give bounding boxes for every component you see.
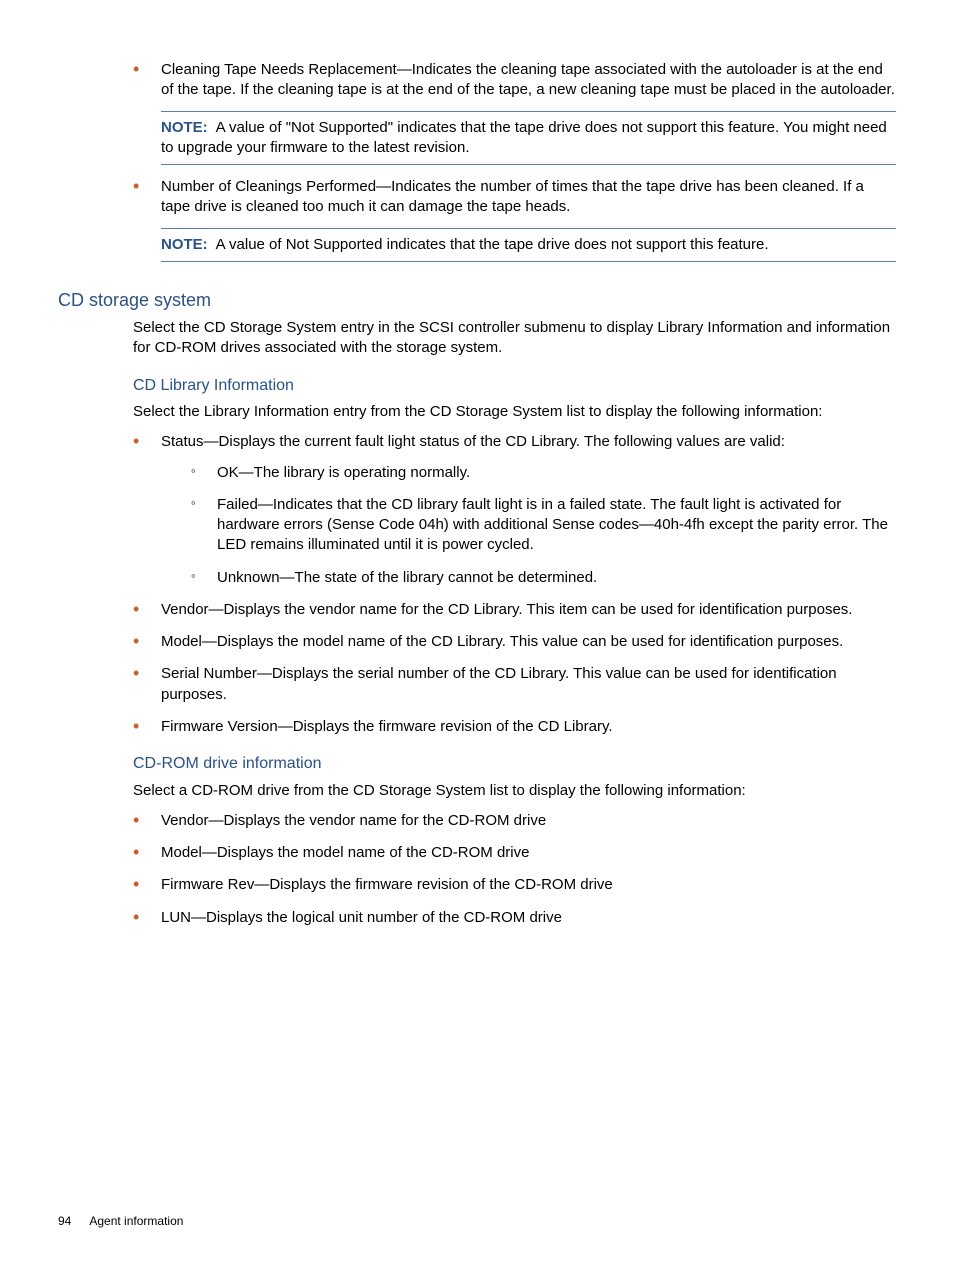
- note-label: NOTE:: [161, 119, 208, 136]
- page-content: Cleaning Tape Needs Replacement—Indicate…: [0, 0, 954, 928]
- footer-section: Agent information: [89, 1214, 183, 1228]
- list-item: Firmware Rev—Displays the firmware revis…: [133, 875, 896, 895]
- status-sub-list: OK—The library is operating normally. Fa…: [191, 463, 896, 588]
- list-item: Model—Displays the model name of the CD-…: [133, 843, 896, 863]
- note-box: NOTE: A value of Not Supported indicates …: [161, 228, 896, 262]
- cdrom-bullet-list: Vendor—Displays the vendor name for the …: [133, 811, 896, 928]
- heading-cd-storage: CD storage system: [58, 288, 896, 312]
- sub-text: Unknown—The state of the library cannot …: [217, 569, 597, 586]
- sub-text: OK—The library is operating normally.: [217, 464, 470, 481]
- note-label: NOTE:: [161, 236, 208, 253]
- bullet-text: Firmware Version—Displays the firmware r…: [161, 718, 613, 735]
- list-item: Firmware Version—Displays the firmware r…: [133, 717, 896, 737]
- cd-library-intro: Select the Library Information entry fro…: [133, 402, 896, 422]
- bullet-text: Model—Displays the model name of the CD …: [161, 633, 843, 650]
- top-bullet-list: Cleaning Tape Needs Replacement—Indicate…: [133, 60, 896, 262]
- sub-list-item: OK—The library is operating normally.: [191, 463, 896, 483]
- list-item: Model—Displays the model name of the CD …: [133, 632, 896, 652]
- sub-text: Failed—Indicates that the CD library fau…: [217, 496, 888, 554]
- list-item: Serial Number—Displays the serial number…: [133, 664, 896, 705]
- bullet-text: LUN—Displays the logical unit number of …: [161, 909, 562, 926]
- note-text: A value of Not Supported indicates that …: [216, 236, 769, 253]
- cd-storage-intro: Select the CD Storage System entry in th…: [133, 318, 896, 359]
- heading-cdrom: CD-ROM drive information: [133, 753, 896, 775]
- sub-list-item: Failed—Indicates that the CD library fau…: [191, 495, 896, 556]
- cdrom-intro: Select a CD-ROM drive from the CD Storag…: [133, 781, 896, 801]
- list-item: LUN—Displays the logical unit number of …: [133, 908, 896, 928]
- list-item: Vendor—Displays the vendor name for the …: [133, 600, 896, 620]
- sub-list-item: Unknown—The state of the library cannot …: [191, 568, 896, 588]
- list-item: Status—Displays the current fault light …: [133, 432, 896, 588]
- bullet-text: Cleaning Tape Needs Replacement—Indicate…: [161, 61, 895, 98]
- page-number: 94: [58, 1214, 71, 1228]
- list-item: Vendor—Displays the vendor name for the …: [133, 811, 896, 831]
- note-box: NOTE:A value of "Not Supported" indicate…: [161, 111, 896, 166]
- note-text: A value of "Not Supported" indicates tha…: [161, 119, 887, 156]
- bullet-text: Model—Displays the model name of the CD-…: [161, 844, 529, 861]
- bullet-text: Vendor—Displays the vendor name for the …: [161, 601, 852, 618]
- list-item: Cleaning Tape Needs Replacement—Indicate…: [133, 60, 896, 165]
- heading-cd-library: CD Library Information: [133, 375, 896, 397]
- bullet-text: Serial Number—Displays the serial number…: [161, 665, 837, 702]
- bullet-text: Firmware Rev—Displays the firmware revis…: [161, 876, 613, 893]
- bullet-text: Number of Cleanings Performed—Indicates …: [161, 178, 864, 215]
- list-item: Number of Cleanings Performed—Indicates …: [133, 177, 896, 262]
- bullet-text: Status—Displays the current fault light …: [161, 433, 785, 450]
- page-footer: 94 Agent information: [58, 1213, 183, 1229]
- library-bullet-list: Status—Displays the current fault light …: [133, 432, 896, 737]
- bullet-text: Vendor—Displays the vendor name for the …: [161, 812, 546, 829]
